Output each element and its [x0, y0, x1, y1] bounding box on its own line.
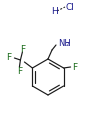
Text: F: F — [17, 67, 22, 77]
Text: Cl: Cl — [66, 2, 74, 12]
Text: NH: NH — [58, 39, 71, 47]
Text: F: F — [20, 45, 25, 54]
Text: 2: 2 — [66, 42, 69, 47]
Text: F: F — [72, 62, 77, 72]
Text: F: F — [6, 54, 11, 62]
Text: H: H — [51, 7, 57, 15]
